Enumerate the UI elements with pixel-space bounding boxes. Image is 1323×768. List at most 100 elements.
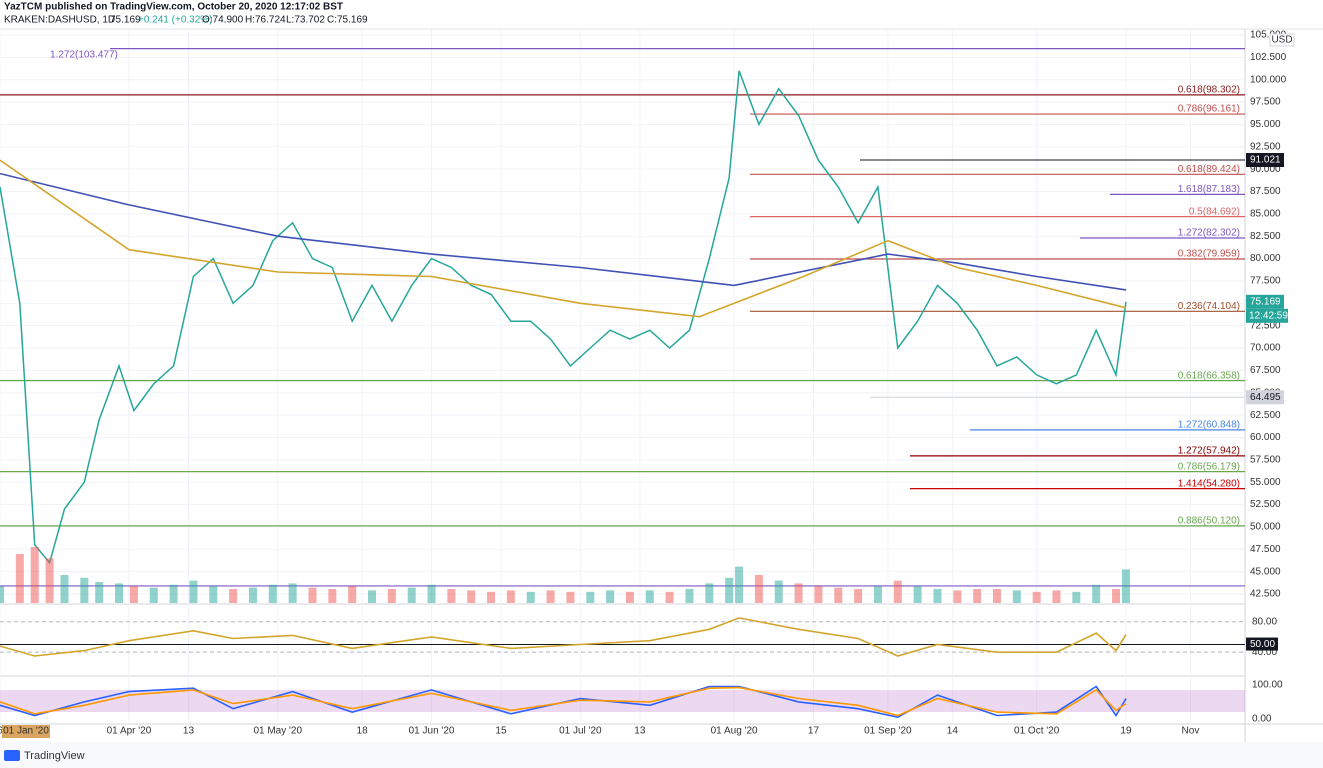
x-tick-label: 01 Aug '20 (711, 726, 758, 737)
level-label: 1.618(87.183) (1178, 184, 1240, 195)
volume-bar (1072, 591, 1081, 603)
level-label: 0.236(74.104) (1178, 301, 1240, 312)
level-label: 0.618(89.424) (1178, 164, 1240, 175)
level-label: 0.5(84.692) (1189, 206, 1240, 217)
level-label: 1.272(60.848) (1178, 420, 1240, 431)
start-label: 01 Jan '20 (3, 726, 49, 737)
volume-bar (487, 591, 496, 603)
volume-bar (735, 566, 744, 603)
level-label: 1.414(54.280) (1178, 478, 1240, 489)
volume-bar (814, 586, 823, 603)
volume-bar (506, 590, 515, 603)
rsi-level-label: 50.00 (1250, 639, 1275, 650)
series-line (0, 172, 1127, 291)
series-line (0, 686, 1127, 717)
open: O:74.900 (202, 15, 244, 26)
volume-bar (407, 587, 416, 603)
price-tag (1246, 153, 1284, 168)
volume-bar (1052, 590, 1061, 603)
volume-bar (566, 591, 575, 603)
volume-bar (834, 587, 843, 603)
x-tick-label: 01 Apr '20 (107, 726, 152, 737)
x-tick-label: 6 (0, 726, 3, 737)
volume-bar (348, 586, 357, 603)
volume-bar (80, 577, 89, 603)
y-tick-label: 92.500 (1250, 141, 1281, 152)
y-tick-label: 82.500 (1250, 231, 1281, 242)
series-line (0, 685, 1127, 719)
countdown-bg (1246, 308, 1288, 323)
y-tick-label: 87.500 (1250, 186, 1281, 197)
low: L:73.702 (286, 15, 325, 26)
volume-bar (229, 589, 238, 603)
level-label: 1.272(103.477) (50, 49, 118, 60)
currency: USD (1271, 35, 1292, 46)
volume-bar (288, 583, 297, 603)
volume-bar (248, 587, 257, 603)
x-tick-label: 01 May '20 (253, 726, 302, 737)
level-label: 0.886(50.120) (1178, 515, 1240, 526)
y-tick-label: 85.000 (1250, 209, 1281, 220)
volume-bar (794, 583, 803, 603)
volume-bar (665, 591, 674, 603)
volume-bar (189, 580, 198, 603)
volume-bar (467, 590, 476, 603)
volume-bar (645, 590, 654, 603)
symbol: KRAKEN:DASHUSD, 1D (4, 15, 115, 26)
volume-bar (933, 589, 942, 603)
x-tick-label: 01 Jul '20 (559, 726, 602, 737)
y-tick-label: 57.500 (1250, 454, 1281, 465)
volume-bar (893, 580, 902, 603)
volume-bar (953, 590, 962, 603)
x-tick-label: 17 (808, 726, 820, 737)
volume-bar (705, 583, 714, 603)
price-tag-label: 75.169 (1250, 296, 1281, 307)
level-label: 0.786(96.161) (1178, 104, 1240, 115)
y-tick-label: 90.000 (1250, 164, 1281, 175)
volume-bar (115, 583, 124, 603)
y-tick-label: 60.000 (1250, 432, 1281, 443)
x-tick-label: 01 Oct '20 (1014, 726, 1060, 737)
y-tick-label: 95.000 (1250, 119, 1281, 130)
rsi-tick-label: 80.00 (1252, 616, 1277, 627)
price-tag (1246, 390, 1284, 405)
y-tick-label: 72.500 (1250, 320, 1281, 331)
level-label: 0.382(79.959) (1178, 249, 1240, 260)
x-tick-label: 14 (947, 726, 959, 737)
volume-bar (625, 591, 634, 603)
price-tag (1246, 294, 1284, 309)
countdown: 12:42:59 (1249, 310, 1288, 321)
volume-bar (427, 584, 436, 603)
volume-bar (685, 589, 694, 603)
stoch-tick-label: 0.00 (1252, 714, 1272, 725)
y-tick-label: 105.000 (1250, 30, 1287, 41)
volume-bar (308, 587, 317, 603)
currency-box (1269, 33, 1295, 47)
volume-bar (447, 589, 456, 603)
publisher: YazTCM published on TradingView.com, Oct… (4, 2, 343, 13)
volume-bar (1121, 569, 1130, 603)
volume-bar (774, 580, 783, 603)
y-tick-label: 42.500 (1250, 589, 1281, 600)
volume-bar (1012, 590, 1021, 603)
volume-bar (60, 575, 69, 603)
volume-bar (149, 587, 158, 603)
volume-bar (1092, 584, 1101, 603)
y-tick-label: 70.000 (1250, 343, 1281, 354)
series-line (0, 70, 1127, 565)
volume-bar (0, 586, 4, 603)
y-tick-label: 50.000 (1250, 522, 1281, 533)
volume-bar (169, 584, 178, 603)
volume-bar (387, 589, 396, 603)
volume-bar (95, 582, 104, 603)
price-tag-label: 91.021 (1250, 155, 1281, 166)
brand: TradingView (24, 750, 85, 762)
volume-bar (606, 590, 615, 603)
y-tick-label: 80.000 (1250, 253, 1281, 264)
x-tick-label: 01 Jun '20 (409, 726, 455, 737)
x-tick-label: 18 (357, 726, 369, 737)
y-tick-label: 97.500 (1250, 97, 1281, 108)
y-tick-label: 52.500 (1250, 499, 1281, 510)
